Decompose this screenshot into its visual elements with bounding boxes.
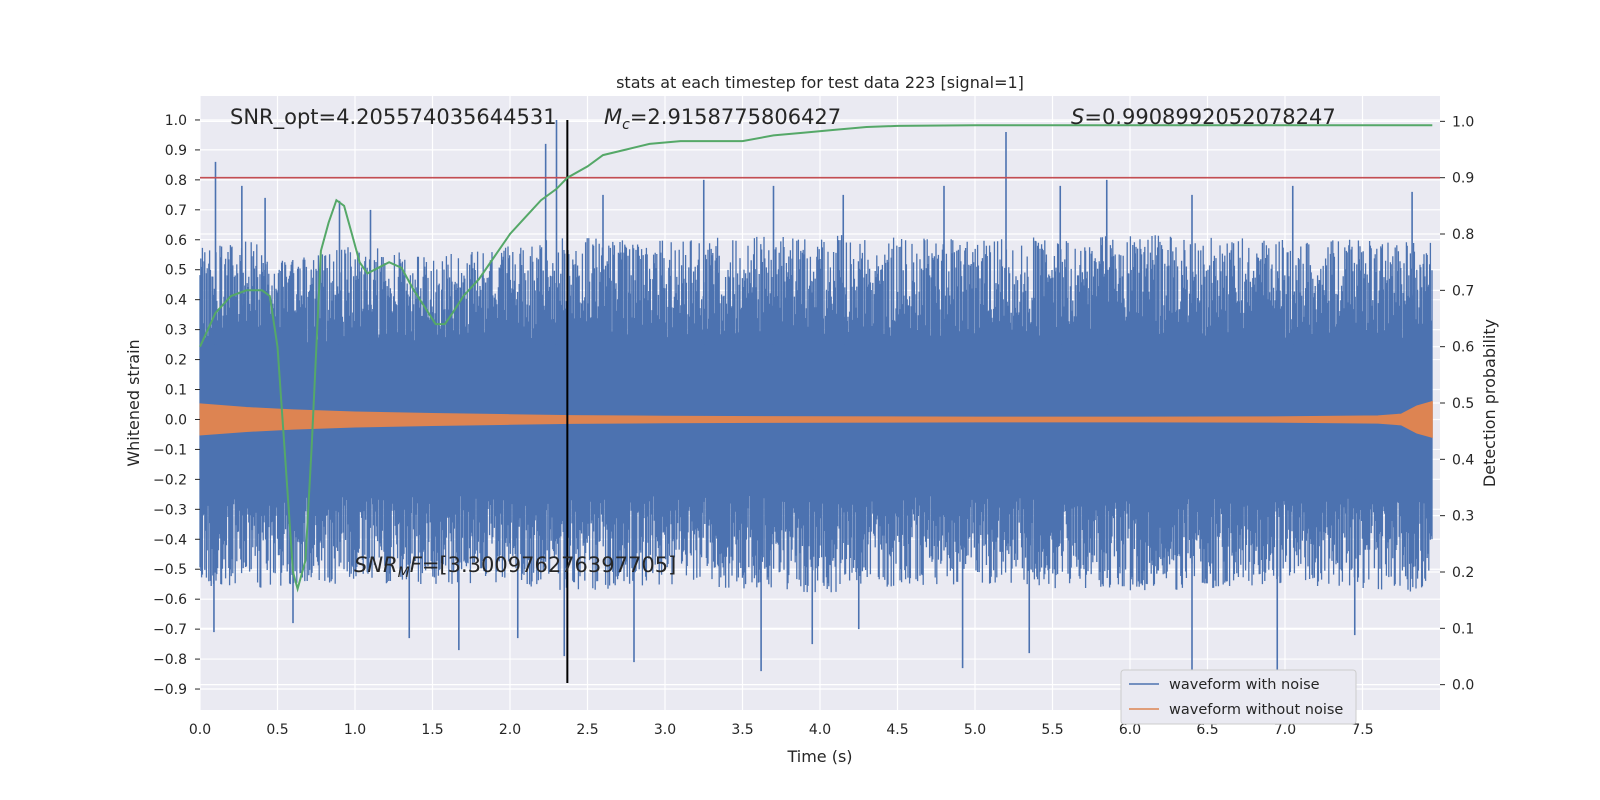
y2-axis-ticks: 1.0 0.9 0.8 0.7 0.6 0.5 0.4 0.3 0.2 0.1 0.0: [1440, 114, 1474, 694]
x-tick-label: 1.5: [421, 722, 443, 738]
x-tick-label: 2.5: [576, 722, 598, 738]
y-tick-label: 0.1: [165, 383, 187, 399]
waveform-with-noise-series: [199, 119, 1433, 708]
y-tick-label: −0.1: [153, 442, 187, 458]
y-tick-label: −0.5: [153, 562, 187, 578]
chart-title: stats at each timestep for test data 223…: [616, 73, 1024, 92]
y-tick-label: 0.3: [165, 323, 187, 339]
annotation-s-value: =0.9908992052078247: [1084, 105, 1335, 129]
x-tick-label: 2.0: [499, 722, 521, 738]
annotation-snr-opt: SNR_opt=4.205574035644531: [230, 105, 557, 130]
x-axis-label: Time (s): [786, 747, 852, 766]
y-tick-label: −0.2: [153, 472, 187, 488]
y-tick-label: 0.5: [165, 263, 187, 279]
y-tick-label: −0.3: [153, 502, 187, 518]
x-tick-label: 4.0: [809, 722, 831, 738]
y2-tick-label: 1.0: [1452, 114, 1474, 130]
x-tick-label: 1.0: [344, 722, 366, 738]
y-tick-label: −0.8: [153, 652, 187, 668]
y2-axis-label: Detection probability: [1480, 319, 1499, 487]
x-tick-label: 5.5: [1041, 722, 1063, 738]
legend: waveform with noise waveform without noi…: [1120, 669, 1357, 725]
annotation-snr-mf: SNRMF=[3.300976276397705]: [354, 553, 676, 581]
x-tick-label: 5.0: [964, 722, 986, 738]
y2-tick-label: 0.5: [1452, 396, 1474, 412]
annotation-s-symbol: S: [1071, 105, 1084, 129]
y-tick-label: 0.8: [165, 173, 187, 189]
y2-tick-label: 0.2: [1452, 565, 1474, 581]
x-tick-label: 6.0: [1119, 722, 1141, 738]
x-tick-label: 0.5: [266, 722, 288, 738]
x-axis-ticks: 0.0 0.5 1.0 1.5 2.0 2.5 3.0 3.5 4.0 4.5 5.0 5.5 6.0 6…: [189, 722, 1374, 738]
clean-waveform-envelope: [199, 400, 1433, 439]
annotation-chirp-mass-subscript: c: [622, 117, 630, 133]
annotation-s: S=0.9908992052078247: [1071, 105, 1336, 129]
x-tick-label: 4.5: [886, 722, 908, 738]
annotation-chirp-mass-value: =2.9158775806427: [630, 105, 841, 129]
x-tick-label: 0.0: [189, 722, 211, 738]
annotation-snr-mf-symbol: SNR: [354, 553, 398, 577]
y2-tick-label: 0.8: [1452, 227, 1474, 243]
y-axis-ticks: 1.0 0.9 0.8 0.7 0.6 0.5 0.4 0.3 0.2 0.1 0.0 −0.1 −0.…: [153, 113, 200, 698]
legend-label-noise: waveform with noise: [1169, 677, 1320, 693]
y2-tick-label: 0.3: [1452, 509, 1474, 525]
probability-line: [199, 124, 1433, 593]
y2-tick-label: 0.9: [1452, 171, 1474, 187]
x-tick-label: 3.0: [654, 722, 676, 738]
y-tick-label: −0.9: [153, 682, 187, 698]
annotation-snr-mf-subscript: M: [398, 565, 410, 581]
y2-tick-label: 0.7: [1452, 283, 1474, 299]
annotation-snr-mf-f: F: [410, 553, 423, 577]
legend-label-clean: waveform without noise: [1169, 702, 1343, 718]
y-tick-label: −0.7: [153, 622, 187, 638]
x-tick-label: 3.5: [731, 722, 753, 738]
y-tick-label: 0.9: [165, 143, 187, 159]
annotation-snr-mf-value: =[3.300976276397705]: [422, 553, 676, 577]
y-tick-label: −0.6: [153, 592, 187, 608]
y-tick-label: 0.0: [165, 412, 187, 428]
annotation-chirp-mass-symbol: M: [604, 105, 622, 129]
annotation-chirp-mass: Mc=2.9158775806427: [604, 105, 841, 133]
y-axis-label: Whitened strain: [124, 339, 143, 466]
x-tick-label: 7.0: [1274, 722, 1296, 738]
legend-box: [1120, 669, 1357, 725]
y-tick-label: 0.6: [165, 233, 187, 249]
x-tick-label: 6.5: [1196, 722, 1218, 738]
waveform-without-noise-series: [199, 400, 1433, 439]
x-tick-label: 7.5: [1351, 722, 1373, 738]
y2-tick-label: 0.6: [1452, 340, 1474, 356]
noise-waveform-core: [200, 344, 1433, 480]
y-tick-label: −0.4: [153, 532, 187, 548]
y2-tick-label: 0.4: [1452, 452, 1474, 468]
y2-tick-label: 0.0: [1452, 678, 1474, 694]
detection-probability-series: [199, 124, 1433, 593]
y-tick-label: 0.4: [165, 293, 187, 309]
y-tick-label: 0.7: [165, 203, 187, 219]
y-tick-label: 0.2: [165, 353, 187, 369]
y-tick-label: 1.0: [165, 113, 187, 129]
y2-tick-label: 0.1: [1452, 621, 1474, 637]
